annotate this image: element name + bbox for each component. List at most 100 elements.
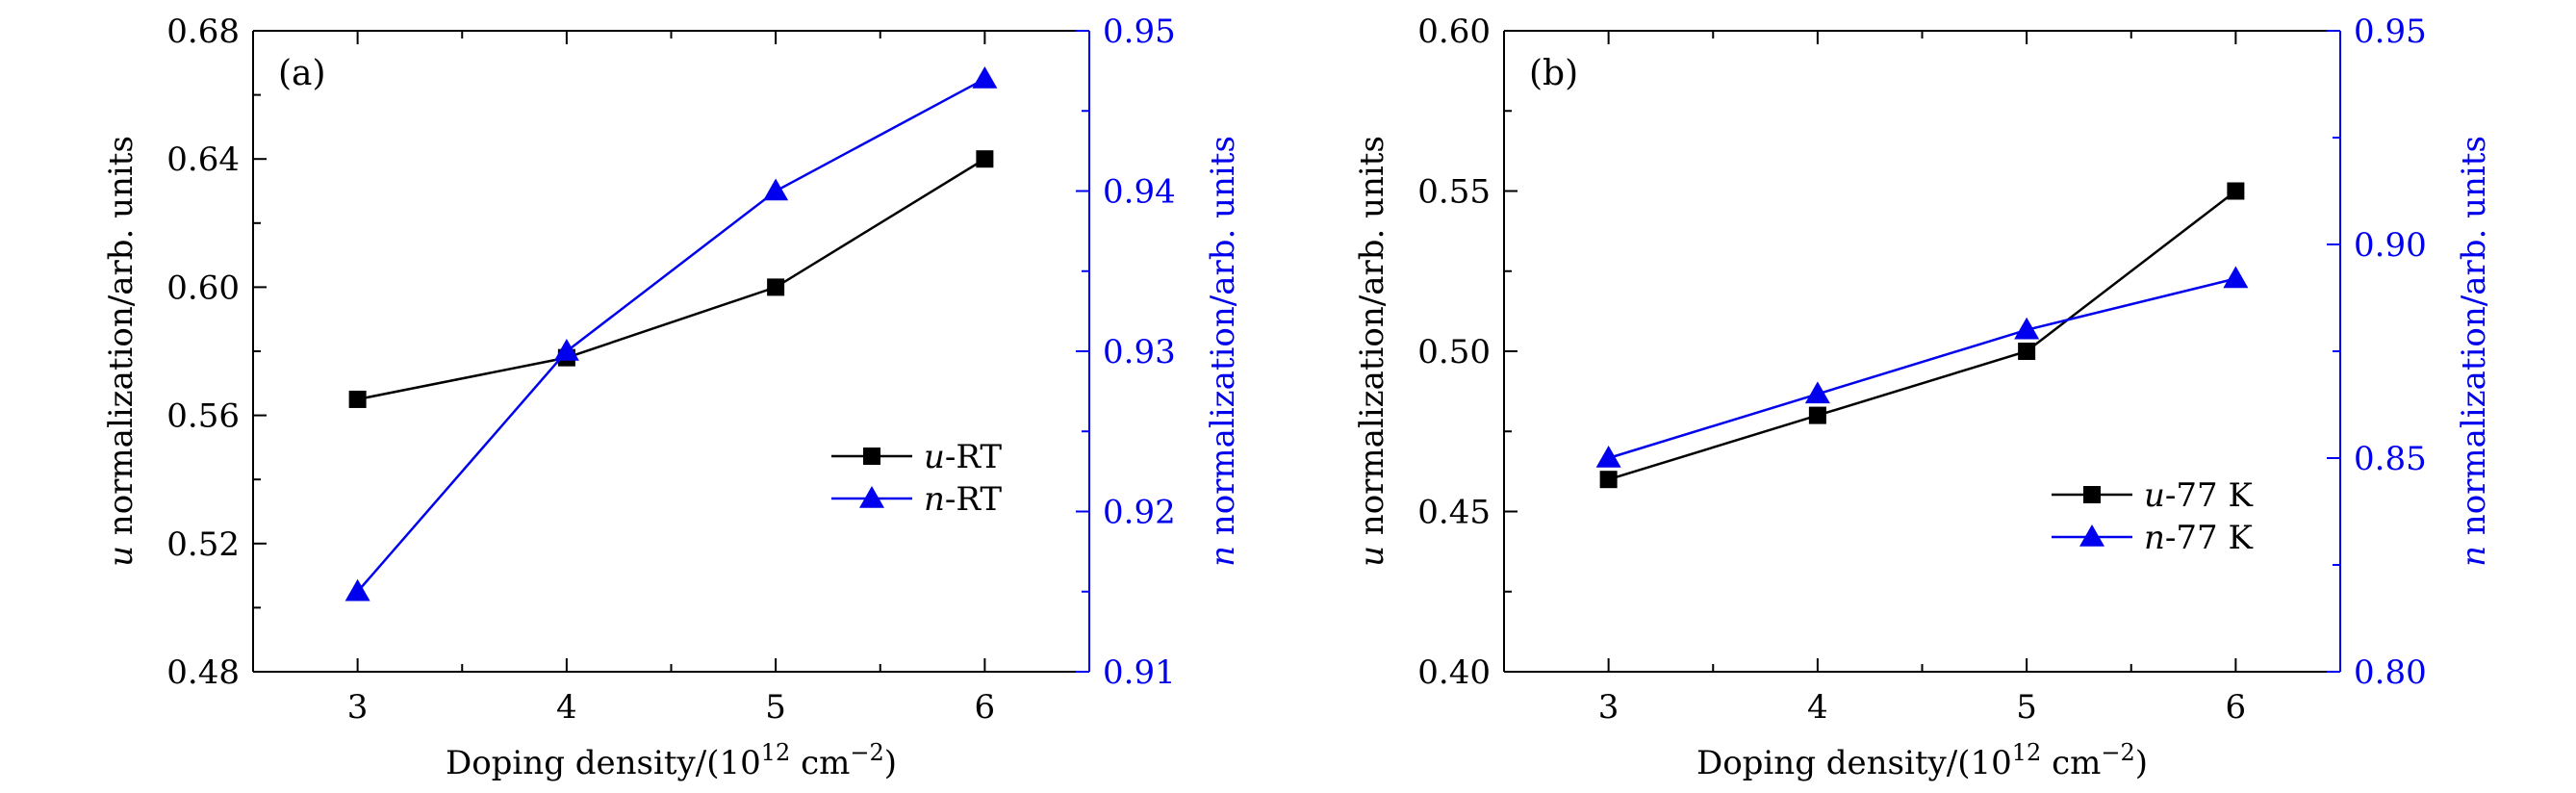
data-point-square [976, 150, 994, 168]
data-point-triangle [344, 578, 370, 601]
x-axis-title-mid: cm [2041, 744, 2101, 782]
y-right-tick-label: 0.92 [1103, 494, 1176, 532]
x-axis-title-sup: −2 [850, 739, 883, 766]
x-tick-label: 6 [975, 688, 996, 727]
data-point-triangle [553, 339, 579, 361]
x-tick-label: 3 [1598, 688, 1620, 727]
legend-label: u-77 K [2144, 476, 2253, 515]
legend-label: n-77 K [2144, 519, 2253, 557]
legend-marker-triangle [2079, 524, 2104, 547]
y-left-tick-label: 0.45 [1417, 494, 1491, 532]
x-tick-label: 4 [556, 688, 577, 727]
y-left-axis-text: normalization/arb. units [102, 136, 140, 546]
data-point-triangle [972, 65, 998, 89]
series-line [1608, 277, 2236, 460]
y-left-tick-label: 0.48 [166, 653, 240, 692]
y-right-tick-label: 0.95 [1103, 13, 1176, 51]
legend-marker-triangle [859, 486, 884, 508]
legend-entry: u-77 K [2052, 476, 2253, 515]
y-left-tick-label: 0.40 [1417, 653, 1491, 692]
y-left-tick-label: 0.56 [166, 397, 240, 436]
y-left-tick-label: 0.52 [166, 525, 240, 564]
data-point-square [767, 278, 785, 296]
data-point-square [348, 390, 367, 408]
data-point-triangle [1595, 446, 1621, 468]
y-left-axis-text: normalization/arb. units [1353, 136, 1391, 546]
y-right-axis-text: normalization/arb. units [1204, 136, 1242, 546]
y-right-tick-label: 0.80 [2354, 653, 2427, 692]
y-left-axis-title: u normalization/arb. units [1353, 136, 1391, 567]
data-point-triangle [2223, 266, 2249, 289]
x-axis-title-sup: −2 [2101, 739, 2134, 766]
x-axis-title-main: Doping density/(10 [446, 744, 761, 782]
panel-label: (b) [1529, 54, 1578, 93]
x-axis-title-sup: 12 [761, 739, 791, 766]
y-right-axis-title: n normalization/arb. units [2455, 136, 2493, 567]
x-axis-title-end: ) [884, 744, 897, 782]
series-u-1 [1599, 182, 2245, 489]
legend-label-rest: -77 K [2165, 476, 2254, 515]
series-n-1 [1595, 266, 2249, 468]
x-axis-title: Doping density/(1012 cm−2) [446, 739, 897, 782]
y-left-tick-label: 0.68 [166, 13, 240, 51]
legend-marker-square [863, 448, 880, 465]
panel-label: (a) [278, 54, 326, 93]
x-tick-label: 6 [2226, 688, 2247, 727]
legend-label-rest: -RT [945, 438, 1002, 476]
x-tick-label: 5 [2016, 688, 2037, 727]
y-right-tick-label: 0.85 [2354, 440, 2427, 478]
x-axis-title-sup: 12 [2012, 739, 2042, 766]
chart-panel-b: 3 4 5 6 0.40 0.45 0.50 0.55 0.60 0.80 0.85 0.90 0.95… [1353, 13, 2493, 782]
series-u-0 [348, 150, 994, 408]
y-right-axis-var: n [1204, 546, 1242, 567]
legend-label-var: n [2144, 519, 2165, 557]
x-axis-title: Doping density/(1012 cm−2) [1696, 739, 2148, 782]
y-right-tick-label: 0.90 [2354, 226, 2427, 265]
y-right-axis-var: n [2455, 546, 2493, 567]
series-n-0 [344, 65, 998, 601]
data-point-triangle [2014, 317, 2040, 340]
y-right-axis-text: normalization/arb. units [2455, 136, 2493, 546]
data-point-square [2227, 182, 2245, 200]
legend-label-var: u [2144, 476, 2165, 515]
x-axis-title-end: ) [2135, 744, 2148, 782]
y-left-tick-label: 0.55 [1417, 173, 1491, 212]
legend-entry: n-77 K [2052, 519, 2253, 557]
y-left-tick-label: 0.60 [166, 269, 240, 307]
series-line [356, 77, 985, 593]
data-point-triangle [763, 178, 789, 201]
y-right-tick-label: 0.94 [1103, 173, 1176, 212]
legend-marker-square [2083, 486, 2101, 503]
data-point-square [2018, 343, 2036, 360]
y-right-axis-title: n normalization/arb. units [1204, 136, 1242, 567]
y-left-axis-var: u [102, 546, 140, 567]
y-left-tick-label: 0.60 [1417, 13, 1491, 51]
y-right-tick-label: 0.93 [1103, 333, 1176, 371]
y-left-tick-label: 0.50 [1417, 333, 1491, 371]
legend-label-rest: -77 K [2165, 519, 2254, 557]
x-axis-title-main: Doping density/(10 [1696, 744, 2012, 782]
y-left-axis-title: u normalization/arb. units [102, 136, 140, 567]
legend-label: u-RT [924, 438, 1002, 476]
x-tick-label: 4 [1807, 688, 1828, 727]
data-point-triangle [1804, 381, 1830, 404]
series-line [1608, 190, 2237, 481]
legend-label-var: n [924, 480, 945, 519]
y-left-axis-var: u [1353, 546, 1391, 567]
legend-label-var: u [924, 438, 945, 476]
data-point-square [1599, 471, 1618, 489]
legend-entry: u-RT [831, 438, 1002, 476]
y-left-tick-label: 0.64 [166, 141, 240, 179]
legend-entry: n-RT [831, 480, 1002, 519]
x-tick-label: 5 [765, 688, 786, 727]
legend-label: n-RT [924, 480, 1002, 519]
x-tick-label: 3 [347, 688, 369, 727]
series-line [357, 158, 986, 401]
x-axis-title-mid: cm [790, 744, 850, 782]
data-point-square [1808, 406, 1826, 424]
y-right-tick-label: 0.95 [2354, 13, 2427, 51]
chart-panel-a: 3 4 5 6 0.48 0.52 0.56 0.60 0.64 0.68 0.91 0.92 0.93… [102, 13, 1242, 782]
y-right-tick-label: 0.91 [1103, 653, 1176, 692]
